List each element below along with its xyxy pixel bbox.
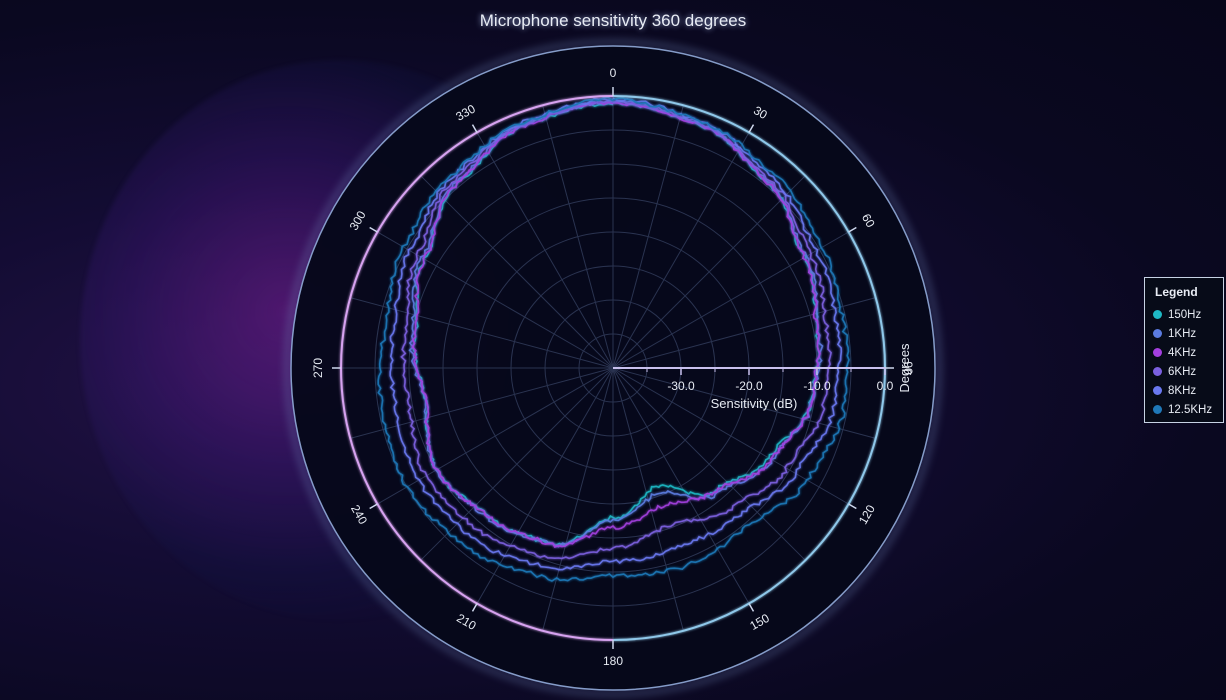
series-line-1 (408, 100, 824, 548)
angular-tick (848, 226, 857, 233)
angular-tick-label: 30 (751, 103, 770, 122)
grid-spoke (612, 105, 684, 369)
grid-spoke (612, 367, 750, 604)
angular-tick (748, 124, 755, 133)
grid-spoke (542, 367, 614, 631)
legend-item[interactable]: 12.5KHz (1153, 400, 1215, 419)
legend-item[interactable]: 1KHz (1153, 324, 1215, 343)
angular-axis-left (340, 95, 614, 641)
angular-tick-label: 0 (610, 66, 617, 80)
grid-spoke (420, 175, 614, 369)
radial-axis-title: Sensitivity (dB) (711, 396, 798, 411)
legend-title: Legend (1155, 285, 1198, 299)
grid-spoke (612, 367, 876, 439)
radial-tick-label: -10.0 (803, 379, 831, 393)
angular-tick-label: 90 (901, 361, 915, 375)
legend-swatch (1153, 348, 1162, 357)
grid-spoke (612, 367, 806, 561)
legend-label: 150Hz (1168, 308, 1202, 321)
grid-spoke (612, 367, 684, 631)
grid-spoke (612, 175, 806, 369)
legend-swatch (1153, 367, 1162, 376)
legend-item[interactable]: 4KHz (1153, 343, 1215, 362)
angular-tick-label: 270 (311, 358, 325, 378)
angular-tick (848, 503, 857, 510)
grid-spoke (612, 132, 750, 369)
angular-tick (369, 226, 378, 233)
radial-tick-label: 0.0 (877, 379, 894, 393)
legend-label: 6KHz (1168, 365, 1197, 378)
legend-label: 12.5KHz (1168, 403, 1213, 416)
legend-label: 1KHz (1168, 327, 1197, 340)
legend: Legend 150Hz 1KHz 4KHz 6KHz 8KHz 12.5KHz (1144, 277, 1224, 423)
outer-glow (284, 39, 942, 697)
grid-spoke (377, 367, 614, 505)
legend-swatch (1153, 386, 1162, 395)
radial-tick-label: -30.0 (667, 379, 695, 393)
grid-spoke (612, 367, 849, 505)
angular-tick-label: 180 (603, 654, 623, 668)
legend-label: 4KHz (1168, 346, 1197, 359)
angular-axis-title: Degrees (897, 343, 912, 393)
series-line-3 (400, 99, 832, 560)
grid-spoke (612, 231, 849, 369)
grid-spoke (350, 367, 614, 439)
series-line-2 (411, 100, 821, 548)
legend-item[interactable]: 150Hz (1153, 305, 1215, 324)
grid-spoke (542, 105, 614, 369)
series-line-5 (377, 96, 850, 582)
grid-spoke (350, 297, 614, 369)
legend-item[interactable]: 6KHz (1153, 362, 1215, 381)
angular-tick (471, 603, 478, 612)
grid-spoke (476, 132, 614, 369)
legend-label: 8KHz (1168, 384, 1197, 397)
angular-tick (369, 503, 378, 510)
radial-tick-label: -20.0 (735, 379, 763, 393)
grid-spoke (420, 367, 614, 561)
angular-tick-label: 60 (859, 211, 878, 230)
angular-tick (748, 603, 755, 612)
series-line-4 (389, 97, 843, 571)
legend-swatch (1153, 310, 1162, 319)
grid-spoke (612, 297, 876, 369)
legend-item[interactable]: 8KHz (1153, 381, 1215, 400)
chart-title: Microphone sensitivity 360 degrees (479, 11, 747, 30)
legend-swatch (1153, 405, 1162, 414)
angular-tick (471, 124, 478, 133)
legend-swatch (1153, 329, 1162, 338)
